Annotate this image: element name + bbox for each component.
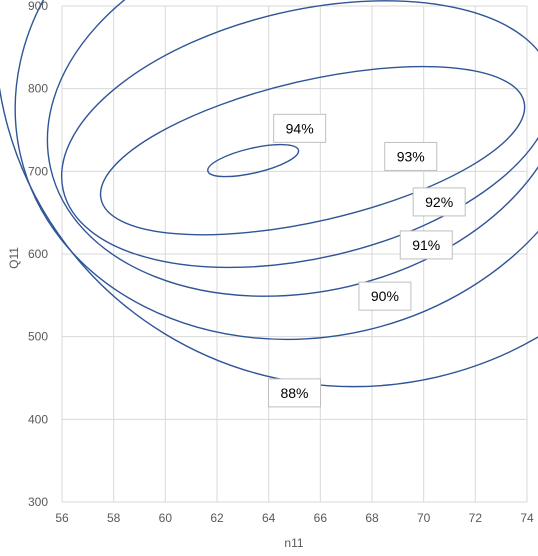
contour-lines — [0, 0, 538, 388]
contour-line-92pct — [60, 0, 538, 269]
contour-label-box — [412, 187, 466, 217]
x-tick-label: 70 — [417, 511, 431, 525]
contour-label-box — [273, 113, 327, 143]
x-tick-label: 64 — [262, 511, 276, 525]
contour-labels: 88% 90% 91% 92% 93% 94% — [268, 113, 466, 408]
gridlines — [61, 5, 528, 503]
x-tick-label: 68 — [365, 511, 379, 525]
y-tick-label: 800 — [28, 82, 48, 96]
contour-label: 88% — [268, 378, 321, 408]
contour-label-text: 94% — [286, 120, 314, 136]
x-tick-label: 72 — [469, 511, 483, 525]
contour-label: 90% — [358, 281, 412, 311]
contour-label: 92% — [412, 187, 466, 217]
contour-label-box — [358, 281, 412, 311]
contour-label-text: 91% — [412, 237, 440, 253]
contour-label-box — [268, 378, 321, 408]
contour-label-text: 93% — [397, 148, 425, 164]
contour-label-text: 88% — [280, 385, 308, 401]
y-tick-label: 900 — [28, 0, 48, 13]
x-tick-label: 74 — [520, 511, 534, 525]
contour-label: 94% — [273, 113, 327, 143]
y-axis-label: Q11 — [7, 247, 21, 269]
x-axis-label: n11 — [284, 536, 303, 550]
x-tick-label: 60 — [159, 511, 173, 525]
y-tick-label: 700 — [28, 164, 48, 178]
contour-label-text: 90% — [371, 288, 399, 304]
contour-label: 91% — [399, 230, 453, 260]
contour-line-93pct — [99, 65, 526, 236]
x-tick-label: 66 — [314, 511, 328, 525]
contour-label-text: 92% — [425, 194, 453, 210]
y-tick-label: 300 — [28, 495, 48, 509]
contour-line-94pct — [207, 143, 300, 178]
contour-line-91pct — [46, 0, 538, 297]
y-tick-label: 600 — [28, 247, 48, 261]
contour-line-88pct — [0, 0, 538, 388]
x-tick-label: 58 — [107, 511, 121, 525]
contour-label: 93% — [384, 141, 438, 171]
x-tick-label: 56 — [55, 511, 69, 525]
contour-label-box — [399, 230, 453, 260]
y-tick-label: 500 — [28, 330, 48, 344]
contour-line-90pct — [14, 0, 538, 341]
contour-label-box — [384, 141, 438, 171]
y-tick-label: 400 — [28, 412, 48, 426]
axis-ticks: 56 58 60 62 64 66 68 70 72 74 300 400 500 600 700 800 90… — [28, 0, 534, 525]
x-tick-label: 62 — [210, 511, 224, 525]
